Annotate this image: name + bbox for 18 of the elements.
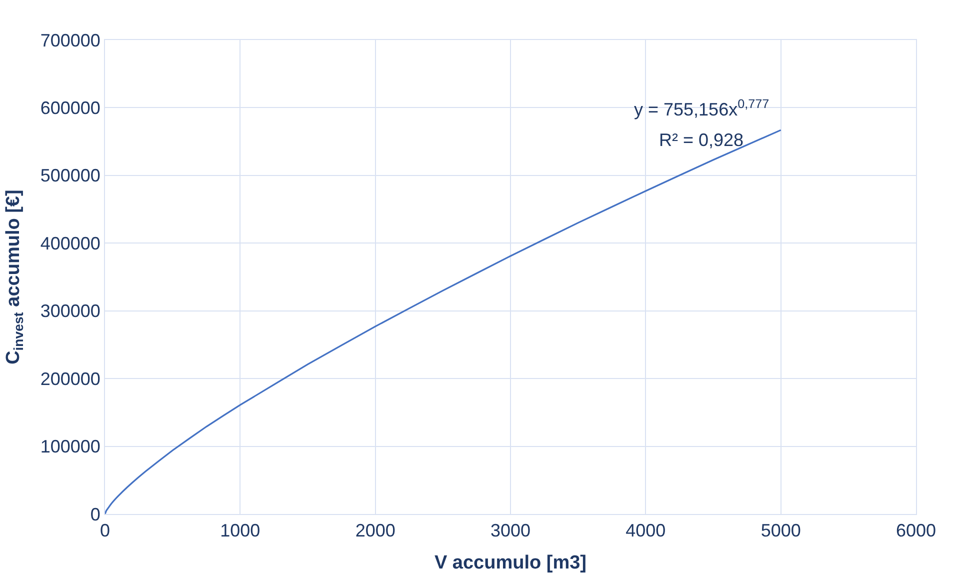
annotation: y = 755,156x$^{0,777}$ [634,97,770,120]
x-tick-label: 4000 [626,520,666,541]
x-tick-label: 6000 [896,520,936,541]
x-tick-label: 5000 [760,520,801,541]
x-tick-label: 3000 [490,520,531,541]
y-tick-label: 600000 [40,98,100,118]
y-tick-label: 300000 [40,301,100,322]
y-tick-label: 0 [90,504,100,524]
x-tick-label: 1000 [220,520,260,541]
line-series [105,129,782,514]
annotation: R² = 0,928 [659,130,744,150]
y-tick-label: 500000 [40,166,100,186]
x-tick-label: 2000 [355,520,396,541]
y-tick-label: 700000 [40,30,100,50]
y-tick-label: 400000 [40,233,100,254]
x-axis-title: V accumulo [m3] [434,552,587,574]
y-tick-label: 100000 [40,436,100,457]
y-tick-label: 200000 [40,368,100,389]
